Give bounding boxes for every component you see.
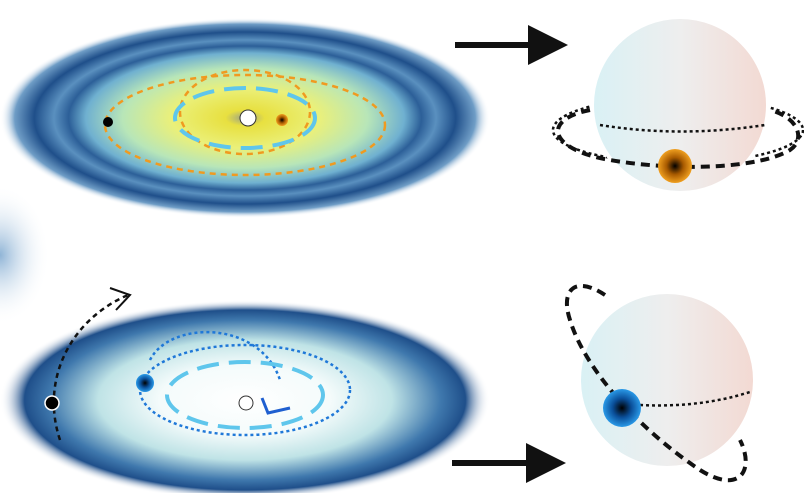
sphere (577, 290, 757, 470)
planet (44, 395, 60, 411)
background-blob (0, 185, 50, 325)
marker (260, 397, 291, 415)
arrow-head (526, 443, 566, 483)
orbit-blue (148, 330, 282, 381)
planet (658, 149, 692, 183)
orbit-cyan (173, 86, 317, 150)
orbit-front (556, 108, 801, 169)
orbit-cyan (165, 360, 325, 430)
planet (103, 117, 113, 127)
star (239, 109, 257, 127)
planet (603, 389, 641, 427)
orbit-outer (103, 73, 387, 177)
star (238, 395, 254, 411)
sphere (590, 15, 770, 195)
trajectory (52, 293, 129, 441)
orbit-inner (178, 68, 312, 156)
arrow-head (528, 25, 568, 65)
orbit-back (639, 390, 751, 407)
arrowhead (109, 287, 132, 311)
orbit-back (599, 123, 766, 133)
orbit-blue (138, 343, 352, 437)
planet (136, 374, 154, 392)
planet (276, 114, 288, 126)
